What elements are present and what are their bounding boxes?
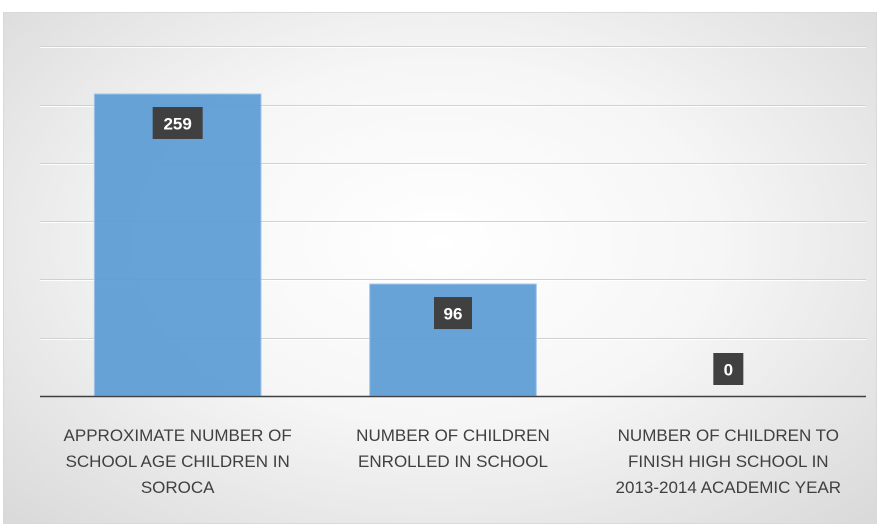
category-label-1: APPROXIMATE NUMBER OF SCHOOL AGE CHILDREN… (40, 423, 315, 501)
category-label-line: ENROLLED IN SCHOOL (358, 452, 548, 471)
data-label-2: 96 (444, 305, 463, 324)
bar-1 (93, 93, 262, 397)
data-label-box-2 (434, 297, 472, 330)
data-label-3: 0 (724, 361, 733, 380)
data-label-1: 259 (163, 115, 191, 134)
data-label-box-3 (713, 353, 744, 385)
data-labels: 259 96 0 (152, 107, 744, 385)
category-label-line: SCHOOL AGE CHILDREN IN (65, 452, 290, 471)
bars (93, 93, 537, 397)
category-label-2: NUMBER OF CHILDREN ENROLLED IN SCHOOL (315, 423, 590, 475)
category-label-line: APPROXIMATE NUMBER OF (63, 426, 292, 445)
category-label-line: SOROCA (140, 478, 215, 497)
category-label-line: 2013-2014 ACADEMIC YEAR (615, 478, 842, 497)
category-label-line: NUMBER OF CHILDREN TO (617, 426, 839, 445)
category-label-3: NUMBER OF CHILDREN TO FINISH HIGH SCHOOL … (591, 423, 866, 501)
data-label-box-1 (152, 107, 203, 140)
category-label-line: NUMBER OF CHILDREN (356, 426, 550, 445)
category-label-line: FINISH HIGH SCHOOL IN (628, 452, 829, 471)
